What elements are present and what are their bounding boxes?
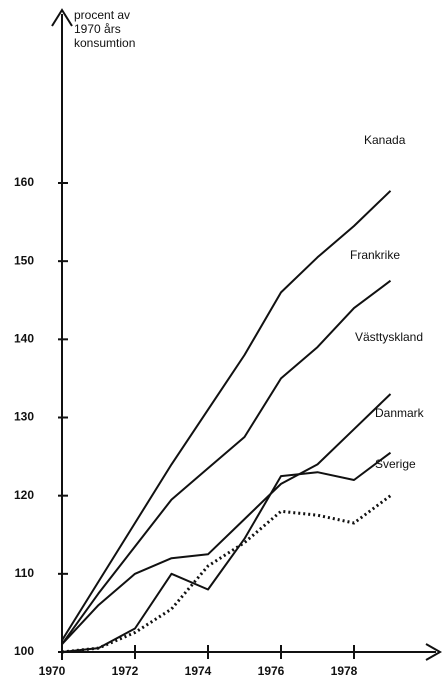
series-line — [61, 190, 392, 641]
y-label: procent av — [74, 8, 130, 22]
series-line — [61, 494, 392, 654]
series-line — [61, 451, 392, 653]
y-label: 1970 års — [74, 22, 121, 36]
x-tick-label: 1974 — [185, 664, 212, 678]
x-tick-label: 1972 — [112, 664, 139, 678]
series-line — [61, 393, 392, 645]
y-label: konsumtion — [74, 36, 135, 50]
series-line — [61, 279, 392, 645]
x-tick-label: 1970 — [39, 664, 66, 678]
y-tick-label: 120 — [14, 488, 34, 502]
y-tick-label: 140 — [14, 332, 34, 346]
y-tick-label: 100 — [14, 644, 34, 658]
series-label: Kanada — [364, 133, 406, 147]
series-label: Sverige — [375, 457, 416, 471]
x-tick-label: 1976 — [258, 664, 285, 678]
y-tick-label: 160 — [14, 175, 34, 189]
series-label: Västtyskland — [355, 330, 423, 344]
series-label: Frankrike — [350, 248, 400, 262]
x-axis-arrow — [425, 643, 443, 661]
series-label: Danmark — [375, 406, 425, 420]
y-tick-label: 150 — [14, 253, 34, 267]
y-tick-label: 130 — [14, 410, 34, 424]
y-tick-label: 110 — [15, 566, 35, 580]
y-axis-arrow — [51, 8, 73, 27]
x-tick-label: 1978 — [331, 664, 358, 678]
